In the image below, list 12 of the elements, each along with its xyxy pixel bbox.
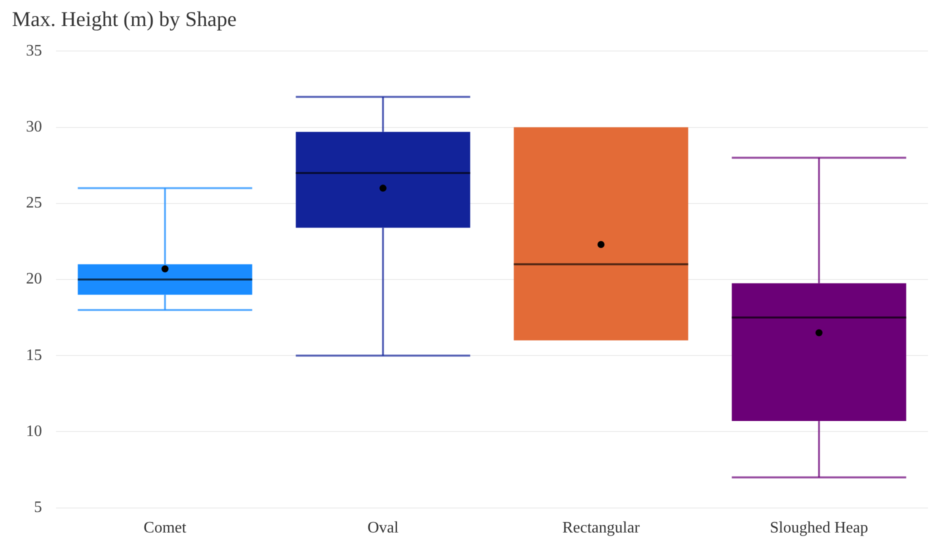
y-tick-label: 5 — [34, 499, 42, 516]
x-tick-label: Oval — [367, 520, 400, 537]
y-tick-label: 20 — [26, 270, 42, 288]
y-tick-label: 25 — [26, 194, 42, 212]
x-tick-label: Rectangular — [562, 520, 640, 537]
y-tick-label: 10 — [26, 422, 42, 440]
y-tick-label: 15 — [26, 346, 42, 364]
x-tick-label: Sloughed Heap — [770, 520, 868, 537]
y-tick-label: 30 — [26, 118, 42, 136]
x-tick-label: Comet — [144, 520, 187, 537]
chart-title: Max. Height (m) by Shape — [12, 7, 237, 32]
y-tick-label: 35 — [26, 42, 42, 60]
